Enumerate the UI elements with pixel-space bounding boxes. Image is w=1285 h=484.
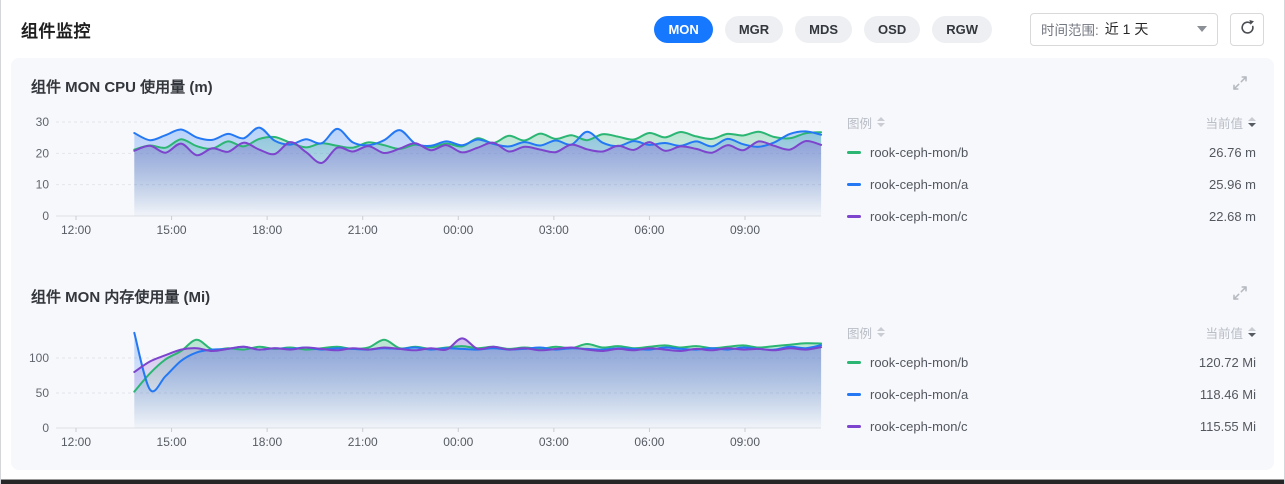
svg-text:15:00: 15:00	[157, 223, 187, 237]
series-color-swatch	[847, 214, 861, 218]
series-current-value: 22.68 m	[1209, 208, 1256, 224]
svg-text:100: 100	[29, 351, 49, 365]
legend-sort-name[interactable]: 图例	[847, 113, 886, 132]
legend-sort-value[interactable]: 当前值	[1205, 323, 1256, 342]
series-name: rook-ceph-mon/a	[847, 177, 968, 192]
svg-text:12:00: 12:00	[61, 223, 91, 237]
component-tabs: MON MGR MDS OSD RGW	[654, 15, 992, 43]
series-current-value: 25.96 m	[1209, 176, 1256, 192]
refresh-icon	[1239, 19, 1256, 39]
legend-row[interactable]: rook-ceph-mon/b 120.72 Mi	[847, 346, 1256, 378]
legend-row[interactable]: rook-ceph-mon/c 22.68 m	[847, 200, 1256, 232]
tab-rgw[interactable]: RGW	[932, 15, 992, 43]
svg-text:00:00: 00:00	[443, 435, 473, 449]
cpu-chart-canvas[interactable]: 0 10 20 30 12:00 15:00 18:00 21:00 00:00 03:00 06:…	[23, 114, 823, 242]
series-name: rook-ceph-mon/c	[847, 419, 968, 434]
sort-desc-icon	[1248, 327, 1256, 337]
legend-row[interactable]: rook-ceph-mon/b 26.76 m	[847, 136, 1256, 168]
memory-chart-canvas[interactable]: 0 50 100 12:00 15:00 18:00 21:00 00:00 03:00 06:0…	[23, 324, 823, 454]
series-current-value: 120.72 Mi	[1198, 354, 1256, 370]
tab-mgr[interactable]: MGR	[724, 15, 784, 43]
refresh-button[interactable]	[1230, 12, 1264, 46]
series-color-swatch	[847, 182, 861, 186]
svg-text:09:00: 09:00	[730, 223, 760, 237]
series-color-swatch	[847, 360, 861, 364]
svg-text:18:00: 18:00	[252, 223, 282, 237]
memory-expand-button[interactable]	[1230, 284, 1250, 304]
sort-desc-icon	[1248, 117, 1256, 127]
series-current-value: 118.46 Mi	[1199, 386, 1256, 402]
svg-text:18:00: 18:00	[252, 435, 282, 449]
memory-chart-panel: 组件 MON 内存使用量 (Mi) 0 50 100 12:00 15:00 18:00 2…	[11, 268, 1274, 470]
series-current-value: 115.55 Mi	[1199, 418, 1256, 434]
svg-text:10: 10	[36, 178, 50, 192]
window-bottom-edge	[1, 479, 1284, 484]
memory-chart-title: 组件 MON 内存使用量 (Mi)	[31, 289, 211, 306]
legend-row[interactable]: rook-ceph-mon/c 115.55 Mi	[847, 410, 1256, 442]
svg-text:12:00: 12:00	[61, 435, 91, 449]
series-name: rook-ceph-mon/b	[847, 145, 968, 160]
svg-text:21:00: 21:00	[348, 435, 378, 449]
svg-text:0: 0	[42, 209, 49, 223]
legend-row[interactable]: rook-ceph-mon/a 118.46 Mi	[847, 378, 1256, 410]
tab-mon[interactable]: MON	[654, 15, 713, 43]
svg-text:03:00: 03:00	[539, 223, 569, 237]
svg-text:30: 30	[36, 115, 50, 129]
svg-text:00:00: 00:00	[443, 223, 473, 237]
legend-sort-value[interactable]: 当前值	[1205, 113, 1256, 132]
svg-text:15:00: 15:00	[157, 435, 187, 449]
legend-sort-name[interactable]: 图例	[847, 323, 886, 342]
svg-text:50: 50	[36, 386, 50, 400]
cpu-chart-title: 组件 MON CPU 使用量 (m)	[31, 79, 213, 96]
series-name: rook-ceph-mon/c	[847, 209, 968, 224]
cpu-legend: 图例 当前值 rook-ceph-mon/b 26.76 m rook-ceph-mon…	[847, 108, 1256, 232]
sort-icon	[877, 327, 886, 337]
svg-text:06:00: 06:00	[634, 435, 664, 449]
time-range-value: 近 1 天	[1104, 21, 1149, 37]
expand-icon	[1231, 76, 1249, 95]
legend-row[interactable]: rook-ceph-mon/a 25.96 m	[847, 168, 1256, 200]
tab-osd[interactable]: OSD	[864, 15, 921, 43]
svg-text:09:00: 09:00	[730, 435, 760, 449]
svg-text:21:00: 21:00	[348, 223, 378, 237]
time-range-label: 时间范围:	[1041, 23, 1099, 38]
series-color-swatch	[847, 424, 861, 428]
cpu-chart-panel: 组件 MON CPU 使用量 (m) 0 10 20 30 12:00 15:00 18:0…	[11, 58, 1274, 268]
page-header: 组件监控 MON MGR MDS OSD RGW 时间范围: 近 1 天	[1, 0, 1284, 58]
tab-mds[interactable]: MDS	[795, 15, 853, 43]
svg-text:0: 0	[42, 421, 49, 435]
chevron-down-icon	[1197, 26, 1207, 32]
series-color-swatch	[847, 392, 861, 396]
expand-icon	[1231, 286, 1249, 305]
time-range-select[interactable]: 时间范围: 近 1 天	[1030, 12, 1218, 46]
header-controls: MON MGR MDS OSD RGW 时间范围: 近 1 天	[654, 12, 1264, 46]
series-name: rook-ceph-mon/b	[847, 355, 968, 370]
series-current-value: 26.76 m	[1209, 144, 1256, 160]
svg-text:20: 20	[36, 146, 50, 160]
charts-card: 组件 MON CPU 使用量 (m) 0 10 20 30 12:00 15:00 18:0…	[11, 58, 1274, 470]
sort-icon	[877, 117, 886, 127]
series-name: rook-ceph-mon/a	[847, 387, 968, 402]
svg-text:06:00: 06:00	[634, 223, 664, 237]
series-color-swatch	[847, 150, 861, 154]
page-title: 组件监控	[21, 21, 91, 41]
memory-legend: 图例 当前值 rook-ceph-mon/b 120.72 Mi rook-ceph-m…	[847, 318, 1256, 442]
cpu-expand-button[interactable]	[1230, 74, 1250, 94]
svg-text:03:00: 03:00	[539, 435, 569, 449]
